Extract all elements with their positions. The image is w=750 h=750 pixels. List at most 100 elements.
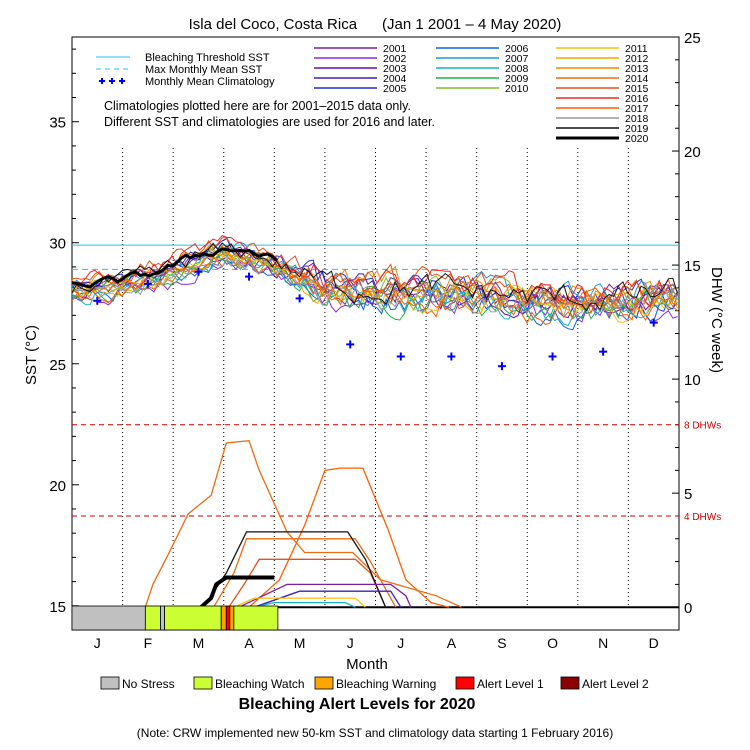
sst-series-2020 bbox=[71, 247, 278, 289]
month-label: M bbox=[294, 635, 306, 651]
month-label: S bbox=[497, 635, 506, 651]
alert-title: Bleaching Alert Levels for 2020 bbox=[239, 696, 476, 713]
legend-year-label: 2020 bbox=[625, 133, 649, 145]
sst-series-2009 bbox=[71, 255, 678, 322]
dhw-curve-2011 bbox=[233, 597, 366, 608]
legend-year-label: 2004 bbox=[383, 73, 407, 85]
legend-label: Max Monthly Mean SST bbox=[145, 64, 263, 76]
alert-level-label: Alert Level 2 bbox=[582, 677, 649, 691]
sst-series-2018 bbox=[71, 254, 678, 317]
sst-series-2015 bbox=[71, 237, 678, 308]
alert-bar-segment bbox=[164, 605, 222, 631]
climatology-point bbox=[245, 272, 254, 281]
climatology-point bbox=[346, 340, 355, 349]
climatology-point bbox=[447, 352, 456, 361]
dhw-curve-2020 bbox=[199, 575, 275, 609]
legend-year-label: 2009 bbox=[505, 73, 529, 85]
y-axis-label-left: SST (°C) bbox=[23, 325, 40, 385]
climatology-point bbox=[599, 347, 608, 356]
legend-year-label: 2015 bbox=[625, 83, 649, 95]
legend-year-label: 2013 bbox=[625, 63, 649, 75]
y-right-tick-label: 5 bbox=[684, 486, 692, 503]
legend-year-label: 2005 bbox=[383, 83, 407, 95]
climatology-point bbox=[396, 352, 405, 361]
climatology-point bbox=[295, 294, 304, 303]
climatology-point bbox=[548, 352, 557, 361]
sst-series-2002 bbox=[71, 258, 678, 323]
month-label: O bbox=[547, 635, 558, 651]
month-label: A bbox=[447, 635, 457, 651]
dhw-curve-2016 bbox=[144, 440, 462, 608]
y-left-tick-label: 25 bbox=[49, 357, 66, 374]
legend-year-label: 2008 bbox=[505, 63, 529, 75]
y-axis-label-right: DHW (°C week) bbox=[708, 267, 725, 373]
legend-year-label: 2017 bbox=[625, 103, 649, 115]
month-label: N bbox=[598, 635, 608, 651]
y-right-tick-label: 15 bbox=[684, 258, 701, 275]
legend-label: Bleaching Threshold SST bbox=[145, 52, 270, 64]
dhw-curve-2004 bbox=[253, 590, 402, 608]
climatology-point bbox=[497, 362, 506, 371]
dhw-curve-2019 bbox=[202, 531, 387, 608]
dhw-curve-2008 bbox=[253, 601, 356, 608]
alert-bar-segment bbox=[71, 605, 146, 631]
alert-bar-segment bbox=[220, 605, 227, 631]
y-right-tick-label: 10 bbox=[684, 372, 701, 389]
footnote: (Note: CRW implemented new 50-km SST and… bbox=[137, 726, 613, 740]
climatology-note: Climatologies plotted here are for 2001–… bbox=[104, 99, 411, 113]
legend-label: Monthly Mean Climatology bbox=[145, 76, 275, 88]
dhw-curve-2017 bbox=[248, 467, 449, 608]
month-label: A bbox=[244, 635, 254, 651]
alert-level-swatch bbox=[314, 676, 334, 690]
y-left-tick-label: 30 bbox=[49, 236, 66, 253]
alert-level-label: Bleaching Watch bbox=[215, 677, 305, 691]
month-label: M bbox=[193, 635, 205, 651]
y-left-tick-label: 35 bbox=[49, 115, 66, 132]
y-right-tick-label: 25 bbox=[684, 30, 701, 47]
alert-bar-segment bbox=[233, 605, 279, 631]
sst-series-2006 bbox=[71, 257, 678, 331]
month-label: D bbox=[649, 635, 659, 651]
legend-year-label: 2014 bbox=[625, 73, 649, 85]
legend-year-label: 2003 bbox=[383, 63, 407, 75]
alert-level-swatch bbox=[455, 676, 475, 690]
alert-bar-segment bbox=[225, 605, 231, 631]
chart-title: Isla del Coco, Costa Rica (Jan 1 2001 – … bbox=[189, 16, 562, 33]
legend-year-label: 2010 bbox=[505, 83, 529, 95]
climatology-point bbox=[93, 296, 102, 305]
legend-year-label: 2019 bbox=[625, 123, 649, 135]
month-label: J bbox=[397, 635, 404, 651]
month-label: J bbox=[94, 635, 101, 651]
alert-level-label: Bleaching Warning bbox=[336, 677, 436, 691]
y-right-tick-label: 20 bbox=[684, 144, 701, 161]
climatology-note: Different SST and climatologies are used… bbox=[104, 115, 435, 129]
dhw-threshold-label: 8 DHWs bbox=[684, 421, 721, 432]
alert-level-swatch bbox=[193, 676, 213, 690]
legend-year-label: 2001 bbox=[383, 43, 407, 55]
sst-series-2016 bbox=[71, 235, 678, 307]
legend-year-label: 2012 bbox=[625, 53, 649, 65]
legend-year-label: 2016 bbox=[625, 93, 649, 105]
alert-level-swatch bbox=[100, 676, 120, 690]
legend-year-label: 2002 bbox=[383, 53, 407, 65]
climatology-point bbox=[649, 318, 658, 327]
legend-year-label: 2018 bbox=[625, 113, 649, 125]
y-left-tick-label: 20 bbox=[49, 478, 66, 495]
legend-year-label: 2006 bbox=[505, 43, 529, 55]
sst-series-2014 bbox=[71, 245, 678, 317]
y-left-tick-label: 15 bbox=[49, 599, 66, 616]
x-axis-label: Month bbox=[346, 656, 388, 673]
alert-bar-segment bbox=[160, 605, 165, 631]
month-label: F bbox=[144, 635, 153, 651]
climatology-point bbox=[194, 267, 203, 276]
y-right-tick-label: 0 bbox=[684, 600, 692, 617]
climatology-point bbox=[143, 279, 152, 288]
legend-year-label: 2011 bbox=[625, 43, 648, 55]
dhw-curve-2001 bbox=[238, 583, 412, 608]
alert-level-swatch bbox=[560, 676, 580, 690]
month-label: J bbox=[347, 635, 354, 651]
dhw-curve-2015 bbox=[228, 558, 387, 608]
alert-bar-segment bbox=[144, 605, 161, 631]
alert-level-label: No Stress bbox=[122, 677, 175, 691]
